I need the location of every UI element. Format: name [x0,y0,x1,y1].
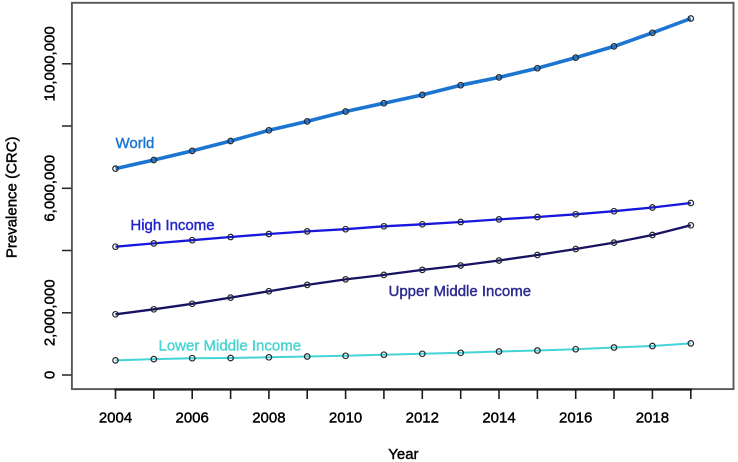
svg-text:Lower Middle Income: Lower Middle Income [159,338,302,355]
svg-text:Year: Year [388,446,418,462]
svg-text:2012: 2012 [406,409,439,426]
svg-text:Prevalence (CRC): Prevalence (CRC) [4,136,21,258]
svg-text:2018: 2018 [636,409,669,426]
svg-text:2008: 2008 [252,409,285,426]
svg-text:2006: 2006 [176,409,209,426]
svg-text:High Income: High Income [130,217,214,234]
svg-text:2,000,000: 2,000,000 [42,279,59,346]
svg-text:2016: 2016 [559,409,592,426]
svg-text:10,000,000: 10,000,000 [42,26,59,101]
svg-text:World: World [116,135,155,152]
svg-text:2004: 2004 [99,409,132,426]
svg-text:0: 0 [42,371,59,379]
svg-text:2010: 2010 [329,409,362,426]
svg-text:Upper Middle Income: Upper Middle Income [389,283,532,300]
svg-text:2014: 2014 [482,409,515,426]
svg-text:6,000,000: 6,000,000 [42,155,59,222]
